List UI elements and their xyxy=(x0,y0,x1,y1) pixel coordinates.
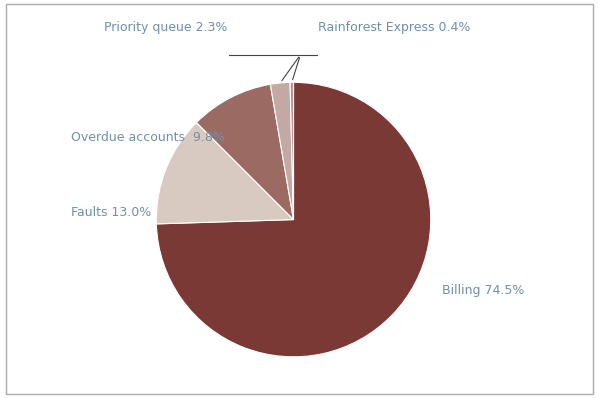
Text: Overdue accounts  9.8%: Overdue accounts 9.8% xyxy=(71,131,225,144)
Text: Billing 74.5%: Billing 74.5% xyxy=(441,285,524,297)
Wedge shape xyxy=(290,82,294,220)
Wedge shape xyxy=(156,82,431,357)
Wedge shape xyxy=(196,84,294,220)
Text: Priority queue 2.3%: Priority queue 2.3% xyxy=(104,21,228,34)
Text: Rainforest Express 0.4%: Rainforest Express 0.4% xyxy=(318,21,471,34)
Wedge shape xyxy=(270,82,294,220)
Text: Faults 13.0%: Faults 13.0% xyxy=(71,206,152,219)
Wedge shape xyxy=(156,123,294,224)
